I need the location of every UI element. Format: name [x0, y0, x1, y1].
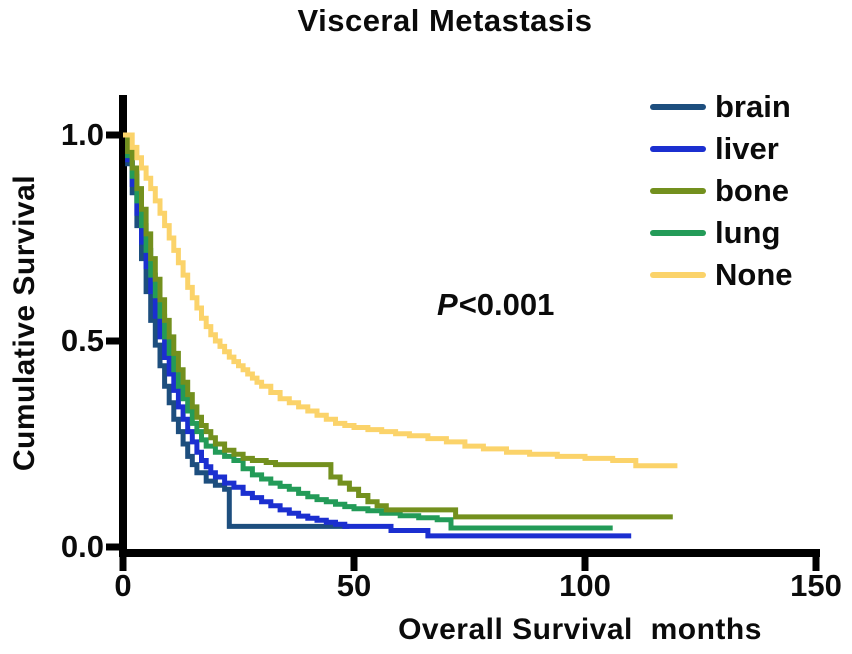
legend: brain liver bone lung None — [650, 86, 793, 296]
x-tick-label: 50 — [336, 568, 372, 603]
legend-label: bone — [715, 173, 790, 208]
legend-label: None — [715, 257, 793, 292]
legend-label: brain — [715, 89, 791, 124]
legend-line-icon — [650, 146, 706, 152]
y-tick-label: 0.0 — [60, 529, 104, 564]
legend-label: lung — [715, 215, 781, 250]
legend-line-icon — [650, 230, 706, 236]
chart-title: Visceral Metastasis — [297, 3, 593, 38]
legend-item-lung: lung — [650, 212, 793, 254]
legend-line-icon — [650, 188, 706, 194]
x-tick-label: 0 — [114, 568, 132, 603]
legend-item-brain: brain — [650, 86, 793, 128]
legend-label: liver — [715, 131, 779, 166]
p-value-annotation: P<0.001 — [437, 287, 554, 323]
legend-line-icon — [650, 104, 706, 110]
legend-line-icon — [650, 272, 706, 278]
legend-item-bone: bone — [650, 170, 793, 212]
curve-none — [123, 132, 678, 469]
x-tick-label: 100 — [559, 568, 611, 603]
curve-bone — [123, 132, 673, 520]
legend-item-none: None — [650, 254, 793, 296]
p-value-text: <0.001 — [458, 287, 555, 322]
y-tick-label: 0.5 — [60, 323, 104, 358]
y-tick-label: 1.0 — [60, 117, 104, 152]
p-value-symbol: P — [437, 287, 458, 322]
x-tick-label: 150 — [790, 568, 842, 603]
curve-liver — [123, 132, 632, 539]
curve-lung — [123, 132, 613, 531]
legend-item-liver: liver — [650, 128, 793, 170]
x-axis-label: Overall Survival months — [398, 613, 762, 646]
